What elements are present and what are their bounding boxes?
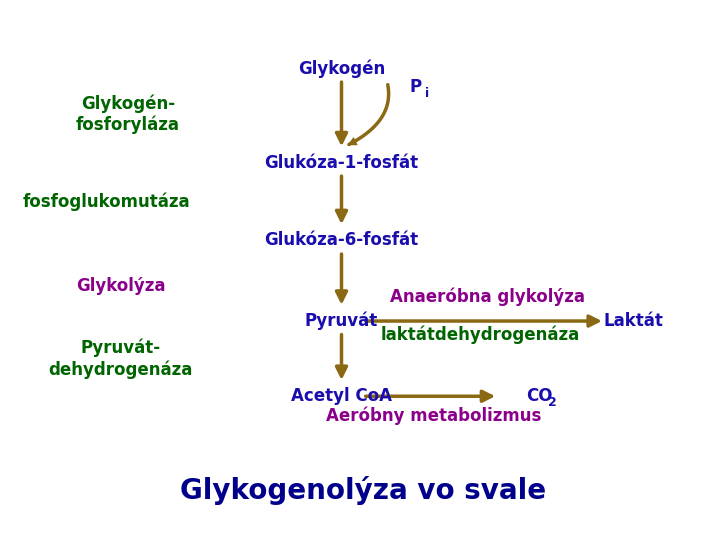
Text: 2: 2 — [548, 396, 557, 409]
Text: Anaeróbna glykolýza: Anaeróbna glykolýza — [390, 288, 585, 306]
Text: Glykolýza: Glykolýza — [76, 277, 166, 295]
Text: Pyruvát-
dehydrogenáza: Pyruvát- dehydrogenáza — [49, 339, 193, 379]
Text: CO: CO — [526, 387, 553, 405]
Text: fosfoglukomutáza: fosfoglukomutáza — [23, 193, 191, 211]
Text: Acetyl CoA: Acetyl CoA — [291, 387, 392, 405]
Text: Aeróbny metabolizmus: Aeróbny metabolizmus — [326, 407, 541, 426]
Text: Glykogenolýza vo svale: Glykogenolýza vo svale — [180, 476, 546, 505]
Text: Pyruvát: Pyruvát — [305, 312, 378, 330]
Text: Glykogén-
fosforyláza: Glykogén- fosforyláza — [76, 94, 180, 134]
Text: Glykogén: Glykogén — [298, 59, 385, 78]
Text: i: i — [426, 87, 430, 100]
Text: Glukóza-1-fosfát: Glukóza-1-fosfát — [264, 153, 418, 172]
Text: Laktát: Laktát — [603, 312, 663, 330]
Text: Glukóza-6-fosfát: Glukóza-6-fosfát — [264, 232, 418, 249]
Text: P: P — [409, 78, 421, 96]
Text: laktátdehydrogenáza: laktátdehydrogenáza — [381, 325, 580, 344]
